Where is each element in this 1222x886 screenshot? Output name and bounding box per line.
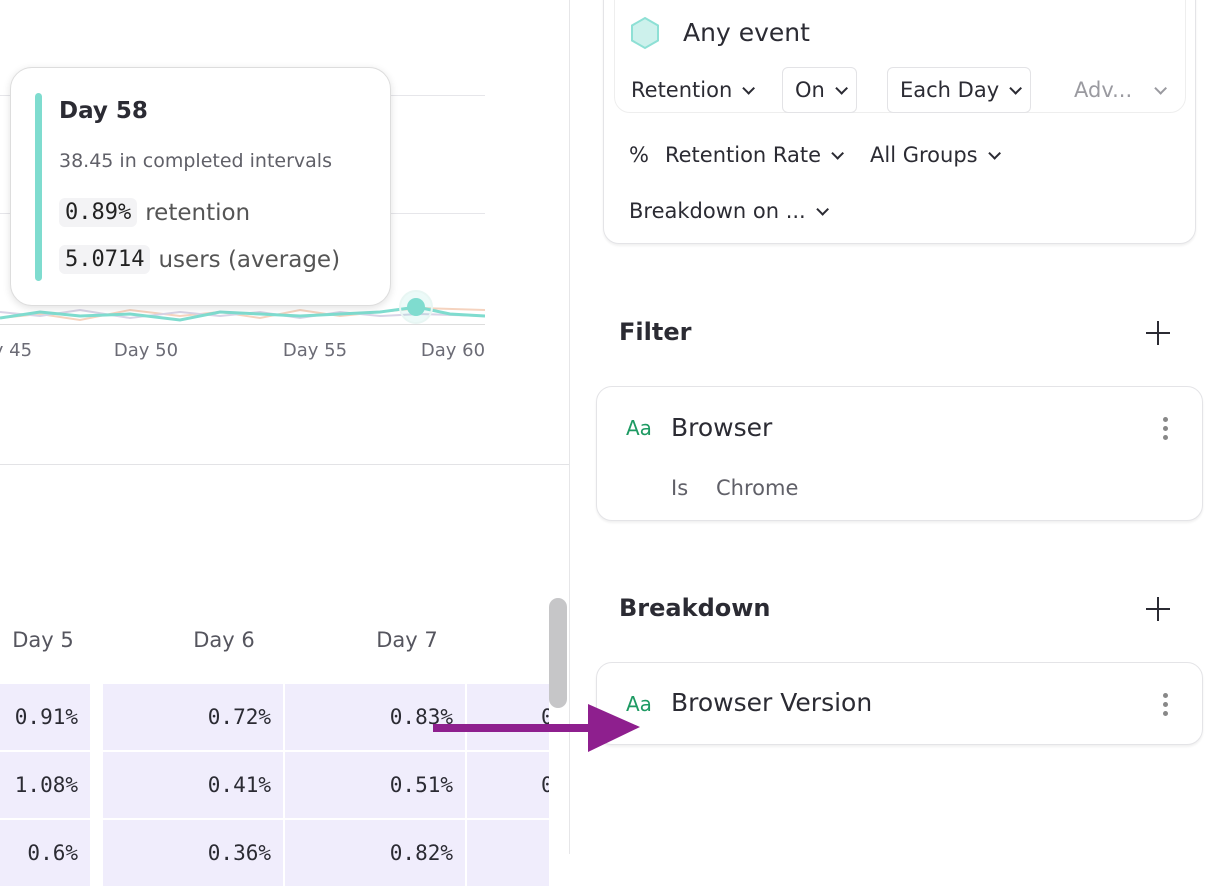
table-cell[interactable]: 0.51% xyxy=(285,752,465,818)
chart-tooltip: Day 58 38.45 in completed intervals 0.89… xyxy=(10,67,391,306)
retention-label: retention xyxy=(145,199,251,226)
filter-item[interactable]: Aa Browser Is Chrome xyxy=(596,386,1203,521)
filter-heading: Filter xyxy=(619,318,692,346)
x-tick-label: Day 60 xyxy=(420,340,486,361)
chevron-down-icon xyxy=(987,146,1001,160)
table-cell[interactable]: 0.36% xyxy=(103,820,283,886)
table-cell[interactable]: 0.72% xyxy=(103,684,283,750)
tooltip-subtitle: 38.45 in completed intervals xyxy=(59,150,332,172)
filter-property[interactable]: Browser xyxy=(671,413,773,442)
x-tick-label: Day 55 xyxy=(282,340,348,361)
groups-dropdown[interactable]: All Groups xyxy=(870,143,1001,167)
string-type-icon: Aa xyxy=(626,416,652,440)
annotation-arrow-icon xyxy=(433,704,640,752)
dropdown-label: Each Day xyxy=(900,78,1000,102)
table-cell[interactable]: 0 xyxy=(467,684,549,750)
table-cell[interactable]: 0.6% xyxy=(0,820,90,886)
breakdown-property[interactable]: Browser Version xyxy=(671,688,873,717)
dropdown-label: Adv... xyxy=(1074,78,1133,102)
more-options-icon[interactable] xyxy=(1163,693,1168,716)
dropdown-label: On xyxy=(795,78,825,102)
column-header[interactable]: Day 6 xyxy=(193,628,255,652)
on-dropdown[interactable]: On xyxy=(782,67,857,113)
breakdown-item[interactable]: Aa Browser Version xyxy=(596,662,1203,745)
chevron-down-icon xyxy=(831,146,845,160)
column-header[interactable]: Day 7 xyxy=(376,628,438,652)
filter-value[interactable]: Chrome xyxy=(716,476,799,500)
dropdown-label: Retention Rate xyxy=(664,143,822,167)
dropdown-label: Breakdown on ... xyxy=(629,199,806,223)
metric-dropdown[interactable]: % Retention Rate xyxy=(629,143,845,167)
users-value: 5.0714 xyxy=(59,245,151,274)
event-name[interactable]: Any event xyxy=(683,18,810,47)
table-cell[interactable]: 0 xyxy=(467,752,549,818)
panel-divider xyxy=(569,0,570,854)
table-cell[interactable]: 0.91% xyxy=(0,684,90,750)
retention-value: 0.89% xyxy=(59,198,138,227)
table-cell[interactable] xyxy=(467,820,549,886)
retention-lines xyxy=(0,290,485,324)
table-cell[interactable]: 0.82% xyxy=(285,820,465,886)
advanced-dropdown[interactable]: Adv... xyxy=(1074,67,1168,113)
x-tick-label: Day 50 xyxy=(113,340,179,361)
interval-dropdown[interactable]: Each Day xyxy=(887,67,1032,113)
query-card: Any event Retention On Each Day Adv... %… xyxy=(603,0,1196,244)
section-divider xyxy=(0,464,569,465)
table-cell[interactable]: 1.08% xyxy=(0,752,90,818)
users-label: users (average) xyxy=(158,246,341,273)
dropdown-label: All Groups xyxy=(870,143,978,167)
filter-operator[interactable]: Is xyxy=(671,476,689,500)
breakdown-heading: Breakdown xyxy=(619,594,771,622)
retention-dropdown[interactable]: Retention xyxy=(631,67,756,113)
series-color-bar xyxy=(35,93,42,281)
percent-icon: % xyxy=(629,143,649,167)
table-cell[interactable]: 0.83% xyxy=(285,684,465,750)
chevron-down-icon xyxy=(835,81,848,95)
x-tick-label: Day 45 xyxy=(0,340,33,361)
chevron-down-icon xyxy=(1009,81,1023,95)
table-cell[interactable]: 0.41% xyxy=(103,752,283,818)
tooltip-title: Day 58 xyxy=(59,98,148,124)
chevron-down-icon xyxy=(815,202,829,216)
event-hexagon-icon xyxy=(631,16,659,50)
hover-point xyxy=(407,298,425,316)
dropdown-label: Retention xyxy=(631,78,733,102)
add-filter-plus-icon[interactable] xyxy=(1146,321,1170,345)
breakdown-on-dropdown[interactable]: Breakdown on ... xyxy=(629,199,829,223)
x-axis xyxy=(0,324,485,325)
column-header[interactable]: Day 5 xyxy=(12,628,74,652)
add-breakdown-plus-icon[interactable] xyxy=(1146,597,1170,621)
string-type-icon: Aa xyxy=(626,692,652,716)
table-scrollbar[interactable] xyxy=(549,598,567,708)
more-options-icon[interactable] xyxy=(1163,417,1168,440)
